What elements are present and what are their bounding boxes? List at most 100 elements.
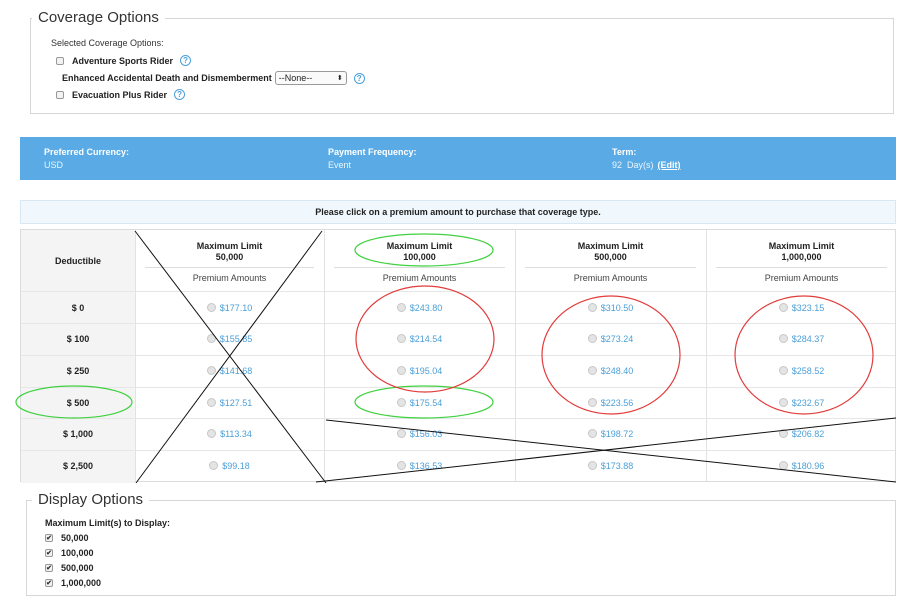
premium-radio[interactable]	[587, 366, 597, 375]
column-title-text: Maximum Limit	[196, 241, 263, 251]
premium-radio[interactable]	[396, 366, 406, 375]
premium-option[interactable]: $113.34	[135, 418, 324, 449]
premium-option[interactable]: $177.10	[135, 292, 324, 323]
premium-option[interactable]: $284.37	[706, 323, 897, 354]
premium-option[interactable]: $141.68	[135, 355, 324, 386]
premium-radio[interactable]	[396, 398, 406, 407]
premium-amount[interactable]: $175.54	[409, 397, 443, 408]
display-limit-option[interactable]: ✔ 50,000	[45, 533, 89, 543]
premium-option[interactable]: $127.51	[135, 387, 324, 418]
premium-radio[interactable]	[206, 334, 216, 343]
premium-option[interactable]: $214.54	[324, 323, 515, 354]
deductible-value: $ 500	[66, 397, 90, 408]
premium-amount[interactable]: $284.37	[791, 333, 825, 344]
premium-amount[interactable]: $214.54	[409, 333, 443, 344]
premium-amount[interactable]: $136.53	[409, 460, 443, 471]
premium-option[interactable]: $248.40	[515, 355, 706, 386]
premium-radio[interactable]	[206, 366, 216, 375]
checkbox-checked-icon[interactable]: ✔	[45, 564, 53, 572]
premium-amount[interactable]: $141.68	[219, 365, 253, 376]
column-limit: 50,000	[215, 252, 244, 262]
premium-radio[interactable]	[778, 334, 788, 343]
premium-radio[interactable]	[206, 303, 216, 312]
premium-option[interactable]: $155.85	[135, 323, 324, 354]
evacuation-checkbox[interactable]	[56, 90, 64, 99]
premium-radio[interactable]	[587, 398, 597, 407]
premium-option[interactable]: $180.96	[706, 450, 897, 481]
evacuation-option: Evacuation Plus Rider ?	[56, 89, 186, 100]
premium-radio[interactable]	[778, 461, 788, 470]
checkbox-checked-icon[interactable]: ✔	[45, 534, 53, 542]
display-limit-option[interactable]: ✔ 500,000	[45, 563, 94, 573]
premium-amount[interactable]: $127.51	[219, 397, 253, 408]
premium-amount[interactable]: $310.50	[600, 302, 634, 313]
checkbox-checked-icon[interactable]: ✔	[45, 549, 53, 557]
premium-radio[interactable]	[209, 461, 219, 470]
premium-amount[interactable]: $173.88	[600, 460, 634, 471]
premium-amount[interactable]: $195.04	[409, 365, 443, 376]
premium-radio[interactable]	[206, 398, 216, 407]
display-limit-option[interactable]: ✔ 1,000,000	[45, 578, 101, 588]
premium-radio[interactable]	[396, 303, 406, 312]
premium-radio[interactable]	[778, 366, 788, 375]
add-select[interactable]: --None-- ⬍	[274, 71, 347, 85]
premium-amount[interactable]: $273.24	[600, 333, 634, 344]
display-limit-label: 1,000,000	[61, 578, 102, 588]
premium-radio[interactable]	[587, 429, 597, 438]
premium-option[interactable]: $243.80	[324, 292, 515, 323]
help-icon[interactable]: ?	[174, 89, 186, 100]
premium-option[interactable]: $310.50	[515, 292, 706, 323]
term-label: Term:	[612, 147, 637, 157]
currency-label: Preferred Currency:	[44, 147, 130, 157]
premium-radio[interactable]	[396, 429, 406, 438]
premium-amounts-label: Premium Amounts	[525, 267, 696, 283]
column-title-text: Maximum Limit	[768, 241, 835, 251]
premium-radio[interactable]	[396, 461, 406, 470]
premium-amount[interactable]: $99.18	[222, 460, 250, 471]
deductible-value: $ 0	[71, 302, 85, 313]
premium-option[interactable]: $273.24	[515, 323, 706, 354]
premium-amount[interactable]: $258.52	[791, 365, 825, 376]
premium-amount[interactable]: $177.10	[219, 302, 253, 313]
premium-option[interactable]: $258.52	[706, 355, 897, 386]
premium-radio[interactable]	[778, 398, 788, 407]
help-icon[interactable]: ?	[180, 55, 192, 66]
premium-option[interactable]: $136.53	[324, 450, 515, 481]
deductible-value: $ 2,500	[62, 460, 94, 471]
premium-option[interactable]: $175.54	[324, 387, 515, 418]
edit-term-link[interactable]: (Edit)	[657, 160, 681, 170]
premium-amount[interactable]: $180.96	[791, 460, 825, 471]
premium-option[interactable]: $323.15	[706, 292, 897, 323]
premium-option[interactable]: $223.56	[515, 387, 706, 418]
premium-radio[interactable]	[396, 334, 406, 343]
premium-radio[interactable]	[207, 429, 217, 438]
premium-radio[interactable]	[778, 303, 788, 312]
premium-amount[interactable]: $248.40	[600, 365, 634, 376]
checkbox-checked-icon[interactable]: ✔	[45, 579, 53, 587]
premium-option[interactable]: $173.88	[515, 450, 706, 481]
premium-amount[interactable]: $223.56	[600, 397, 634, 408]
premium-radio[interactable]	[587, 303, 597, 312]
premium-amount[interactable]: $113.34	[220, 428, 252, 439]
premium-amount[interactable]: $243.80	[409, 302, 443, 313]
premium-radio[interactable]	[587, 461, 597, 470]
display-limit-option[interactable]: ✔ 100,000	[45, 548, 94, 558]
premium-option[interactable]: $232.67	[706, 387, 897, 418]
premium-option[interactable]: $156.03	[324, 418, 515, 449]
frequency-value: Event	[328, 160, 352, 170]
premium-option[interactable]: $198.72	[515, 418, 706, 449]
premium-amount[interactable]: $156.03	[409, 428, 443, 439]
premium-option[interactable]: $99.18	[135, 450, 324, 481]
adventure-sports-checkbox[interactable]	[56, 56, 64, 65]
premium-radio[interactable]	[778, 429, 788, 438]
premium-amount[interactable]: $232.67	[791, 397, 825, 408]
premium-amount[interactable]: $198.72	[600, 428, 634, 439]
premium-amount[interactable]: $206.82	[791, 428, 825, 439]
premium-option[interactable]: $195.04	[324, 355, 515, 386]
premium-amount[interactable]: $323.15	[791, 302, 825, 313]
premium-option[interactable]: $206.82	[706, 418, 897, 449]
column-limit: 100,000	[403, 252, 436, 262]
help-icon[interactable]: ?	[353, 72, 365, 84]
premium-amount[interactable]: $155.85	[219, 333, 253, 344]
premium-radio[interactable]	[587, 334, 597, 343]
